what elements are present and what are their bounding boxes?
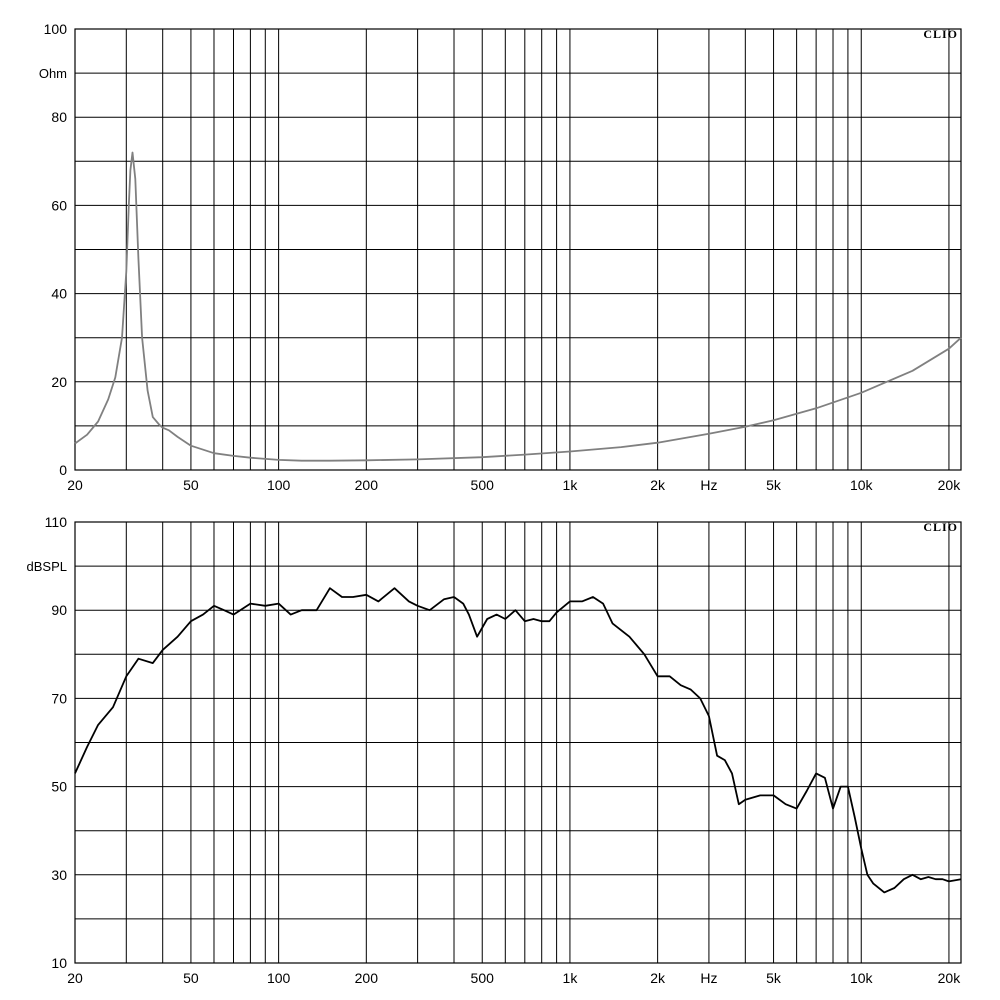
x-tick-label: 100 <box>267 477 291 493</box>
x-tick-label: 1k <box>563 970 579 986</box>
x-tick-label: 50 <box>183 970 199 986</box>
x-tick-label: 500 <box>471 477 495 493</box>
x-tick-label: 2k <box>650 477 666 493</box>
y-tick-label: 10 <box>51 955 67 971</box>
y-axis-label: Ohm <box>39 66 67 81</box>
x-tick-label: 20k <box>938 970 962 986</box>
x-tick-label: 20 <box>67 477 83 493</box>
plot-frame <box>74 521 962 964</box>
x-tick-label: 1k <box>563 477 579 493</box>
y-tick-label: 30 <box>51 867 67 883</box>
x-tick-label: 100 <box>267 970 291 986</box>
y-tick-label: 90 <box>51 602 67 618</box>
y-tick-label: 100 <box>44 21 68 37</box>
y-tick-label: 80 <box>51 109 67 125</box>
x-tick-label: 5k <box>766 477 782 493</box>
x-tick-label: 2k <box>650 970 666 986</box>
y-axis-label: dBSPL <box>27 559 67 574</box>
x-tick-label: 10k <box>850 477 874 493</box>
x-axis-label: Hz <box>700 970 717 986</box>
x-tick-label: 20k <box>938 477 962 493</box>
y-tick-label: 50 <box>51 779 67 795</box>
y-tick-label: 110 <box>45 514 68 530</box>
x-tick-label: 5k <box>766 970 782 986</box>
series-line <box>74 151 962 462</box>
y-tick-label: 20 <box>51 374 67 390</box>
spl-chart: 10 30 50 70 90 110 dBSPL 20 50 100 200 500 1k 2k 5k 10k… <box>27 514 962 986</box>
y-tick-label: 40 <box>51 286 67 302</box>
plot-frame <box>74 28 962 471</box>
y-tick-label: 70 <box>51 690 67 706</box>
x-axis-label: Hz <box>700 477 717 493</box>
brand-label: CLIO <box>923 27 958 41</box>
x-tick-label: 10k <box>850 970 874 986</box>
x-tick-label: 50 <box>183 477 199 493</box>
y-tick-label: 0 <box>59 462 67 478</box>
x-tick-label: 200 <box>355 970 379 986</box>
x-tick-label: 500 <box>471 970 495 986</box>
brand-label: CLIO <box>923 520 958 534</box>
x-tick-label: 20 <box>67 970 83 986</box>
series-line <box>74 587 962 894</box>
x-tick-label: 200 <box>355 477 379 493</box>
y-tick-label: 60 <box>51 197 67 213</box>
